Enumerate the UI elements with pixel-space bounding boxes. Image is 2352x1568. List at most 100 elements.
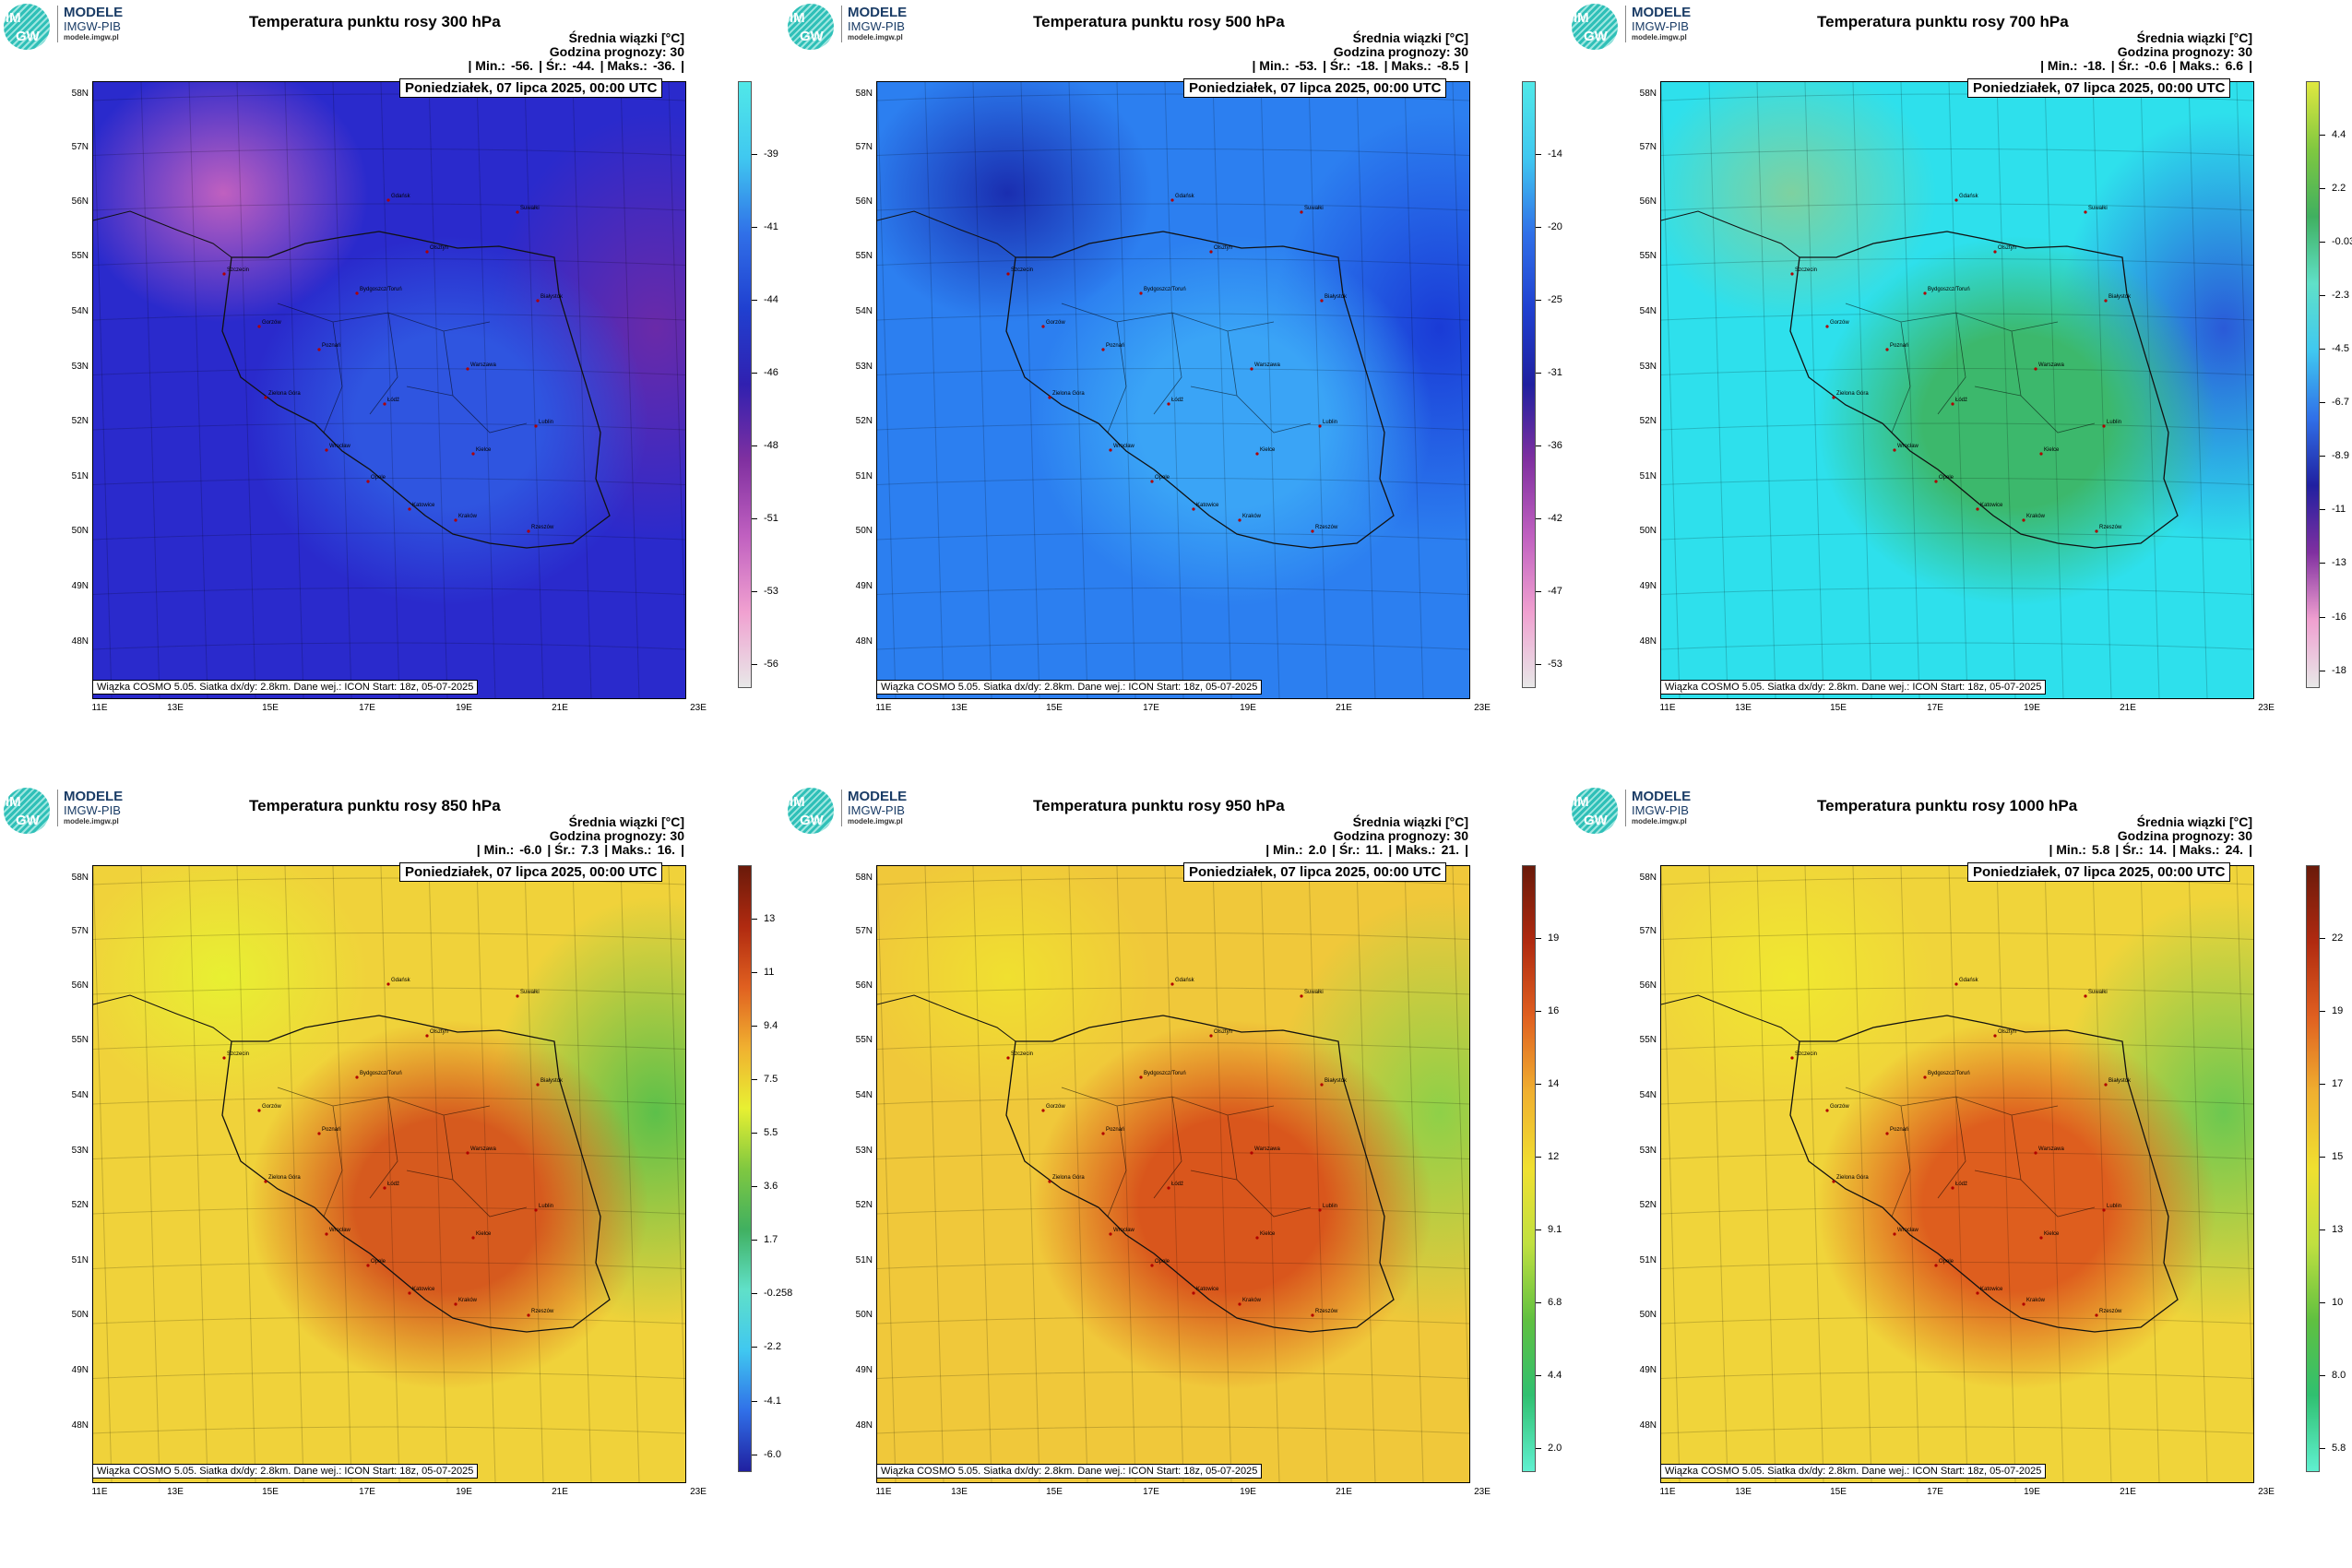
longitude-label: 15E (1830, 703, 1847, 713)
longitude-label: 15E (262, 1487, 279, 1497)
city-marker (2039, 1236, 2043, 1240)
city-marker (366, 1264, 370, 1267)
mean-label: Średnia wiązki [°C] (2136, 30, 2252, 45)
colorbar-label: -16 (2332, 611, 2346, 623)
logo-url: modele.imgw.pl (848, 33, 903, 42)
map-panel: IM GW MODELE IMGW-PIB modele.imgw.pl Temperat… (1568, 784, 2352, 1568)
stat-max-label: | Maks.: (1388, 842, 1436, 857)
logo-brand: MODELE (64, 5, 124, 20)
city-label: Wrocław (1113, 1228, 1135, 1233)
stat-avg-label: | Śr.: (2115, 842, 2144, 857)
latitude-line (93, 642, 685, 650)
city-marker (2104, 299, 2108, 303)
longitude-label: 11E (875, 1487, 892, 1497)
city-marker (1976, 507, 1979, 511)
colorbar-label: 13 (2332, 1224, 2344, 1236)
colorbar-tick (2320, 1375, 2325, 1377)
city-label: Zielona Góra (268, 1175, 301, 1181)
colorbar (1522, 865, 1536, 1472)
stat-avg-value: 7.3 (580, 842, 600, 857)
logo-globe-icon: IM GW (788, 4, 834, 50)
latitude-label: 55N (1639, 251, 1657, 261)
stats-block: Średnia wiązki [°C] Godzina prognozy: 30 |… (2043, 815, 2252, 857)
latitude-label: 54N (71, 1090, 89, 1100)
longitude-label: 13E (167, 1487, 184, 1497)
longitude-line (2188, 866, 2208, 1482)
longitude-line (1068, 82, 1088, 698)
latitude-label: 57N (855, 926, 873, 936)
map-overlay: Gdańsk Szczecin Olsztyn Suwałki Białystok Byd… (93, 82, 685, 698)
valid-time: Poniedziałek, 07 lipca 2025, 00:00 UTC (1183, 78, 1447, 98)
latitude-label: 51N (71, 1255, 89, 1265)
latitude-line (93, 1262, 685, 1269)
colorbar (1522, 81, 1536, 688)
colorbar-label: -2.2 (764, 1341, 781, 1353)
latitude-line (93, 148, 685, 156)
longitude-line (1212, 866, 1232, 1482)
colorbar-label: 4.4 (2332, 129, 2346, 141)
longitude-label: 17E (359, 1487, 375, 1497)
latitude-label: 49N (855, 1365, 873, 1375)
longitude-line (1996, 866, 2016, 1482)
stats-block: Średnia wiązki [°C] Godzina prognozy: 30 |… (471, 815, 684, 857)
longitude-line (1404, 82, 1424, 698)
city-label: Bydgoszcz/Toruń (360, 287, 402, 292)
latitude-line (1661, 642, 2253, 650)
longitude-label: 11E (875, 703, 892, 713)
city-label: Olsztyn (1214, 245, 1232, 251)
city-marker (257, 1109, 261, 1112)
forecast-hour: Godzina prognozy: 30 (2117, 828, 2252, 843)
city-label: Poznań (322, 1127, 340, 1133)
colorbar-tick (752, 1186, 757, 1188)
city-label: Warszawa (2038, 1146, 2064, 1152)
latitude-label: 49N (71, 581, 89, 591)
colorbar-tick (752, 591, 757, 593)
stat-max-label: | Maks.: (604, 842, 652, 857)
city-label: Poznań (1890, 343, 1908, 349)
latitude-line (93, 203, 685, 211)
colorbar-label: 19 (2332, 1005, 2344, 1017)
colorbar-tick (2320, 349, 2325, 350)
colorbar-label: -53 (764, 586, 778, 598)
stats-line: | Min.: -6.0 | Śr.: 7.3 | Maks.: 16. | (471, 843, 684, 857)
latitude-line (1661, 1206, 2253, 1215)
latitude-label: 56N (1639, 980, 1657, 991)
longitude-label: 13E (1735, 1487, 1752, 1497)
colorbar-tick (1536, 938, 1541, 940)
city-marker (1167, 1186, 1170, 1190)
city-marker (516, 994, 519, 998)
latitude-line (93, 1206, 685, 1215)
city-marker (383, 402, 386, 406)
panel-title: Temperatura punktu rosy 950 hPa (1033, 797, 1285, 814)
stat-max-value: -8.5 (1436, 58, 1460, 73)
colorbar-tick (752, 227, 757, 229)
city-marker (1209, 250, 1213, 254)
stat-avg-label: | Śr.: (547, 842, 576, 857)
city-label: Gorzów (1830, 320, 1849, 326)
longitude-label: 11E (91, 1487, 108, 1497)
logo-brand: MODELE (64, 789, 124, 804)
latitude-line (93, 588, 685, 595)
stats-block: Średnia wiązki [°C] Godzina prognozy: 30 |… (1246, 31, 1468, 73)
latitude-label: 51N (1639, 471, 1657, 481)
longitude-line (1356, 866, 1376, 1482)
colorbar-tick (752, 1026, 757, 1028)
latitude-line (93, 313, 685, 321)
forecast-hour: Godzina prognozy: 30 (1333, 828, 1468, 843)
longitude-line (236, 82, 256, 698)
logo-brand: MODELE (848, 789, 908, 804)
city-marker (536, 1083, 540, 1087)
colorbar-label: -42 (1548, 513, 1562, 525)
city-marker (1101, 348, 1105, 351)
longitude-line (476, 866, 496, 1482)
city-label: Zielona Góra (1052, 391, 1085, 397)
latitude-line (1661, 1316, 2253, 1324)
colorbar-label: 6.8 (1548, 1297, 1562, 1309)
city-label: Gorzów (1830, 1104, 1849, 1110)
map-panel: IM GW MODELE IMGW-PIB modele.imgw.pl Temperat… (0, 784, 792, 1568)
longitude-line (972, 82, 992, 698)
city-marker (1825, 1109, 1829, 1112)
longitude-line (1804, 866, 1824, 1482)
latitude-line (93, 532, 685, 540)
city-marker (1048, 1180, 1051, 1183)
